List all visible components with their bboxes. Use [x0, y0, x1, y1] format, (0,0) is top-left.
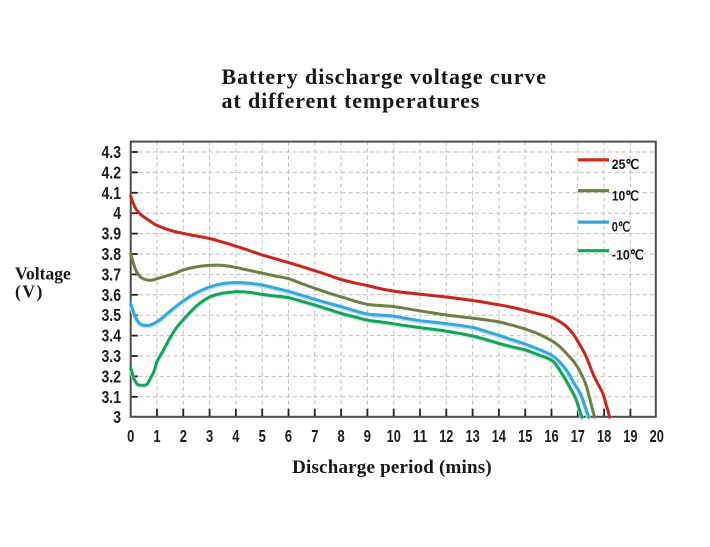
svg-text:3.8: 3.8 [102, 244, 122, 264]
svg-text:3: 3 [113, 407, 121, 427]
svg-text:10℃: 10℃ [612, 188, 639, 204]
svg-text:4: 4 [113, 203, 121, 223]
svg-text:(V): (V) [15, 282, 44, 302]
svg-text:3.4: 3.4 [102, 326, 122, 346]
svg-text:3.9: 3.9 [102, 224, 122, 244]
svg-text:19: 19 [623, 426, 637, 446]
svg-text:14: 14 [492, 426, 506, 446]
svg-text:4.1: 4.1 [102, 183, 122, 203]
svg-text:25℃: 25℃ [612, 156, 640, 172]
svg-text:9: 9 [364, 426, 371, 446]
svg-text:15: 15 [518, 426, 532, 446]
svg-text:Battery discharge voltage curv: Battery discharge voltage curve [222, 64, 547, 89]
svg-text:5: 5 [259, 426, 266, 446]
svg-text:7: 7 [311, 426, 318, 446]
svg-text:20: 20 [650, 426, 664, 446]
svg-text:0: 0 [127, 426, 134, 446]
svg-text:1: 1 [153, 426, 160, 446]
svg-text:8: 8 [338, 426, 345, 446]
svg-text:Voltage: Voltage [15, 264, 71, 284]
svg-text:at different temperatures: at different temperatures [222, 88, 481, 113]
svg-text:Discharge period (mins): Discharge period (mins) [292, 457, 492, 478]
svg-text:18: 18 [597, 426, 611, 446]
svg-text:3.6: 3.6 [102, 285, 122, 305]
svg-text:6: 6 [285, 426, 292, 446]
svg-text:4.2: 4.2 [102, 162, 122, 182]
svg-text:11: 11 [413, 426, 427, 446]
svg-text:-10℃: -10℃ [612, 246, 644, 262]
svg-text:3: 3 [206, 426, 213, 446]
svg-text:10: 10 [387, 426, 401, 446]
svg-text:4: 4 [232, 426, 239, 446]
svg-text:2: 2 [180, 426, 187, 446]
svg-text:12: 12 [439, 426, 453, 446]
svg-text:3.3: 3.3 [102, 346, 122, 366]
svg-text:3.5: 3.5 [102, 305, 122, 325]
svg-text:17: 17 [571, 426, 585, 446]
svg-text:0℃: 0℃ [612, 218, 631, 234]
svg-text:4.3: 4.3 [102, 142, 122, 162]
svg-text:13: 13 [466, 426, 480, 446]
svg-text:16: 16 [544, 426, 558, 446]
svg-text:3.2: 3.2 [102, 366, 122, 386]
svg-text:3.1: 3.1 [102, 387, 122, 407]
svg-text:3.7: 3.7 [102, 264, 122, 284]
